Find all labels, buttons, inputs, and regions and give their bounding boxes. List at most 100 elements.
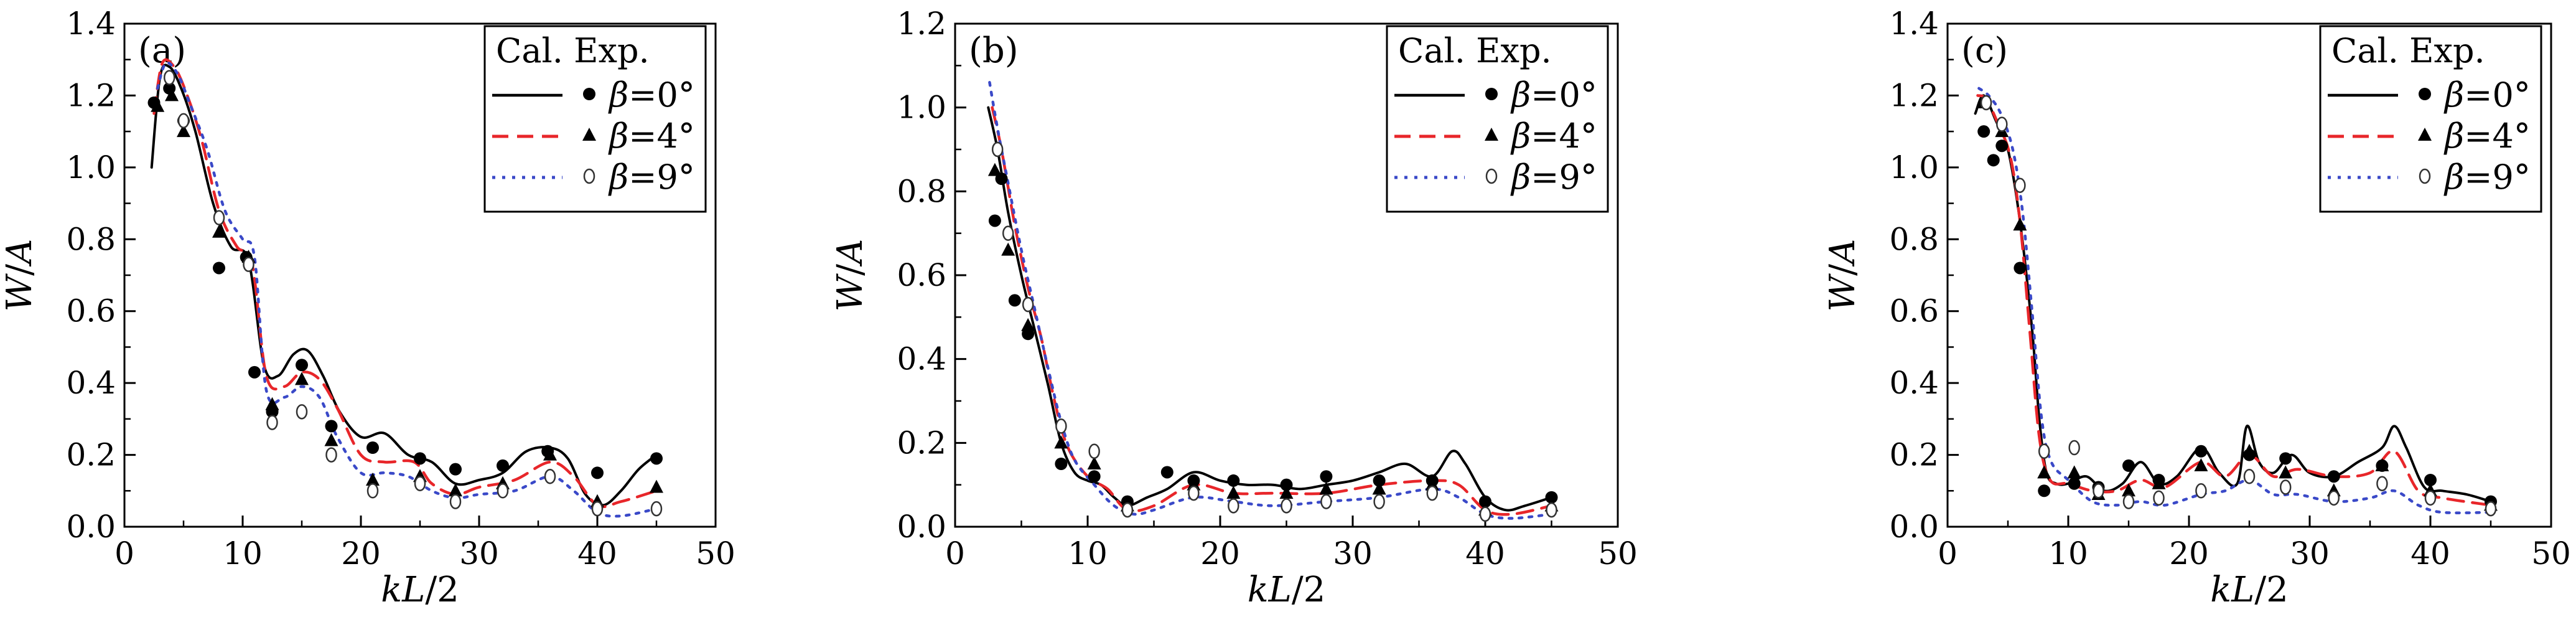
calc-line-series-0 (987, 106, 1553, 512)
y-tick-label: 1.0 (897, 90, 946, 126)
legend: Cal. Exp. β=0°β=4°β=9° (2319, 25, 2542, 213)
x-tick-label: 30 (2290, 535, 2330, 572)
legend-marker (1485, 168, 1498, 184)
exp-point-series-0 (1545, 491, 1558, 504)
exp-point-series-0 (414, 452, 426, 465)
exp-point-series-2 (2153, 490, 2165, 506)
y-tick-label: 0.6 (1889, 293, 1939, 329)
exp-point-series-1 (2013, 217, 2027, 231)
calc-line-series-2 (1977, 87, 2493, 514)
exp-point-series-1 (265, 397, 279, 410)
x-tick-label: 30 (459, 535, 499, 572)
exp-point-series-2 (325, 447, 337, 463)
exp-point-series-2 (213, 210, 225, 225)
exp-point-series-0 (2014, 262, 2027, 275)
y-axis-label: W/A (1822, 239, 1863, 312)
exp-point-series-0 (650, 452, 663, 465)
exp-point-series-0 (2122, 459, 2135, 472)
legend-label: β=0° (2443, 75, 2531, 115)
exp-point-series-0 (213, 262, 225, 275)
exp-point-series-2 (2424, 490, 2437, 506)
exp-point-series-0 (2424, 473, 2437, 486)
x-tick-label: 10 (1068, 535, 1108, 572)
exp-point-series-1 (151, 98, 165, 112)
calc-line-series-1 (991, 106, 1553, 516)
exp-point-series-2 (1088, 443, 1100, 459)
exp-point-series-2 (266, 415, 278, 430)
exp-point-series-1 (2122, 483, 2135, 497)
exp-point-series-0 (1088, 470, 1101, 483)
x-tick-label: 10 (223, 535, 263, 572)
legend-label: β=9° (1510, 158, 1597, 197)
y-tick-label: 0.8 (66, 221, 116, 257)
exp-point-series-2 (1188, 485, 1200, 501)
x-axis-label: kL/2 (1248, 570, 1326, 610)
exp-point-series-2 (1996, 116, 2008, 132)
exp-point-series-2 (2195, 483, 2207, 499)
y-tick-label: 0.6 (66, 293, 116, 329)
legend-header: Cal. Exp. (1398, 31, 1552, 70)
y-tick-label: 0.8 (897, 173, 946, 209)
exp-point-series-1 (1372, 481, 1386, 495)
exp-point-series-2 (163, 70, 175, 85)
exp-point-series-1 (366, 472, 380, 486)
exp-point-series-2 (497, 483, 509, 499)
exp-point-series-2 (591, 501, 604, 517)
x-tick-label: 40 (577, 535, 617, 572)
exp-point-series-0 (2279, 452, 2292, 465)
exp-point-series-0 (1987, 154, 2000, 167)
exp-point-series-0 (1479, 495, 1491, 508)
exp-point-series-0 (1320, 470, 1333, 483)
exp-point-series-1 (1279, 486, 1294, 499)
exp-point-series-1 (543, 447, 557, 461)
exp-point-series-1 (1226, 486, 1241, 499)
chart-panel-b: 0 10 20 30 40 50 0.0 0.2 0.4 0.6 0.8 1.0 1.2 kL/2 W/A (… (830, 6, 1638, 610)
exp-point-series-2 (2122, 494, 2135, 509)
exp-point-series-0 (2068, 477, 2081, 490)
y-tick-label: 1.4 (1889, 6, 1939, 42)
calc-line-series-1 (152, 58, 658, 509)
exp-point-series-0 (591, 466, 604, 479)
legend-header: Cal. Exp. (2331, 31, 2485, 70)
exp-point-series-1 (1319, 481, 1333, 495)
exp-point-series-2 (2485, 501, 2497, 517)
exp-point-series-2 (2038, 443, 2050, 459)
exp-point-series-2 (1121, 502, 1134, 518)
exp-point-series-1 (987, 163, 1002, 176)
legend-label: β=4° (1510, 116, 1597, 156)
exp-point-series-0 (1008, 294, 1021, 307)
exp-point-series-2 (1479, 506, 1491, 522)
x-tick-label: 50 (696, 535, 735, 572)
exp-point-series-2 (2243, 468, 2256, 484)
y-tick-label: 0.0 (66, 509, 116, 545)
exp-point-series-1 (2194, 458, 2208, 471)
y-tick-label: 1.0 (1889, 149, 1939, 186)
exp-point-series-0 (1055, 458, 1068, 470)
exp-point-series-2 (414, 476, 426, 491)
legend-label: β=0° (1510, 75, 1597, 115)
x-tick-label: 40 (2410, 535, 2450, 572)
exp-point-series-1 (1001, 242, 1015, 256)
exp-point-series-0 (1977, 125, 1990, 138)
exp-point-series-0 (1995, 139, 2009, 153)
y-tick-label: 0.8 (1889, 221, 1939, 257)
exp-point-series-0 (1227, 474, 1240, 487)
exp-point-series-2 (243, 257, 254, 272)
legend-box (1386, 25, 1609, 213)
exp-point-series-0 (325, 420, 338, 433)
legend-box (483, 25, 707, 213)
y-tick-label: 1.4 (66, 6, 116, 42)
y-tick-label: 0.4 (1889, 365, 1939, 401)
legend-header: Cal. Exp. (496, 31, 650, 70)
y-axis-label: W/A (0, 239, 40, 312)
y-tick-label: 0.2 (897, 425, 946, 461)
exp-point-series-2 (1055, 418, 1067, 434)
x-tick-label: 20 (2169, 535, 2209, 572)
chart-panel-a: 0 10 20 30 40 50 0.0 0.2 0.4 0.6 0.8 1.0 1.2 1.4 kL/2 W… (0, 6, 735, 610)
legend-marker (2419, 168, 2431, 184)
exp-point-series-1 (2037, 465, 2051, 479)
x-tick-label: 50 (1598, 535, 1638, 572)
panel-label: (b) (969, 31, 1019, 71)
